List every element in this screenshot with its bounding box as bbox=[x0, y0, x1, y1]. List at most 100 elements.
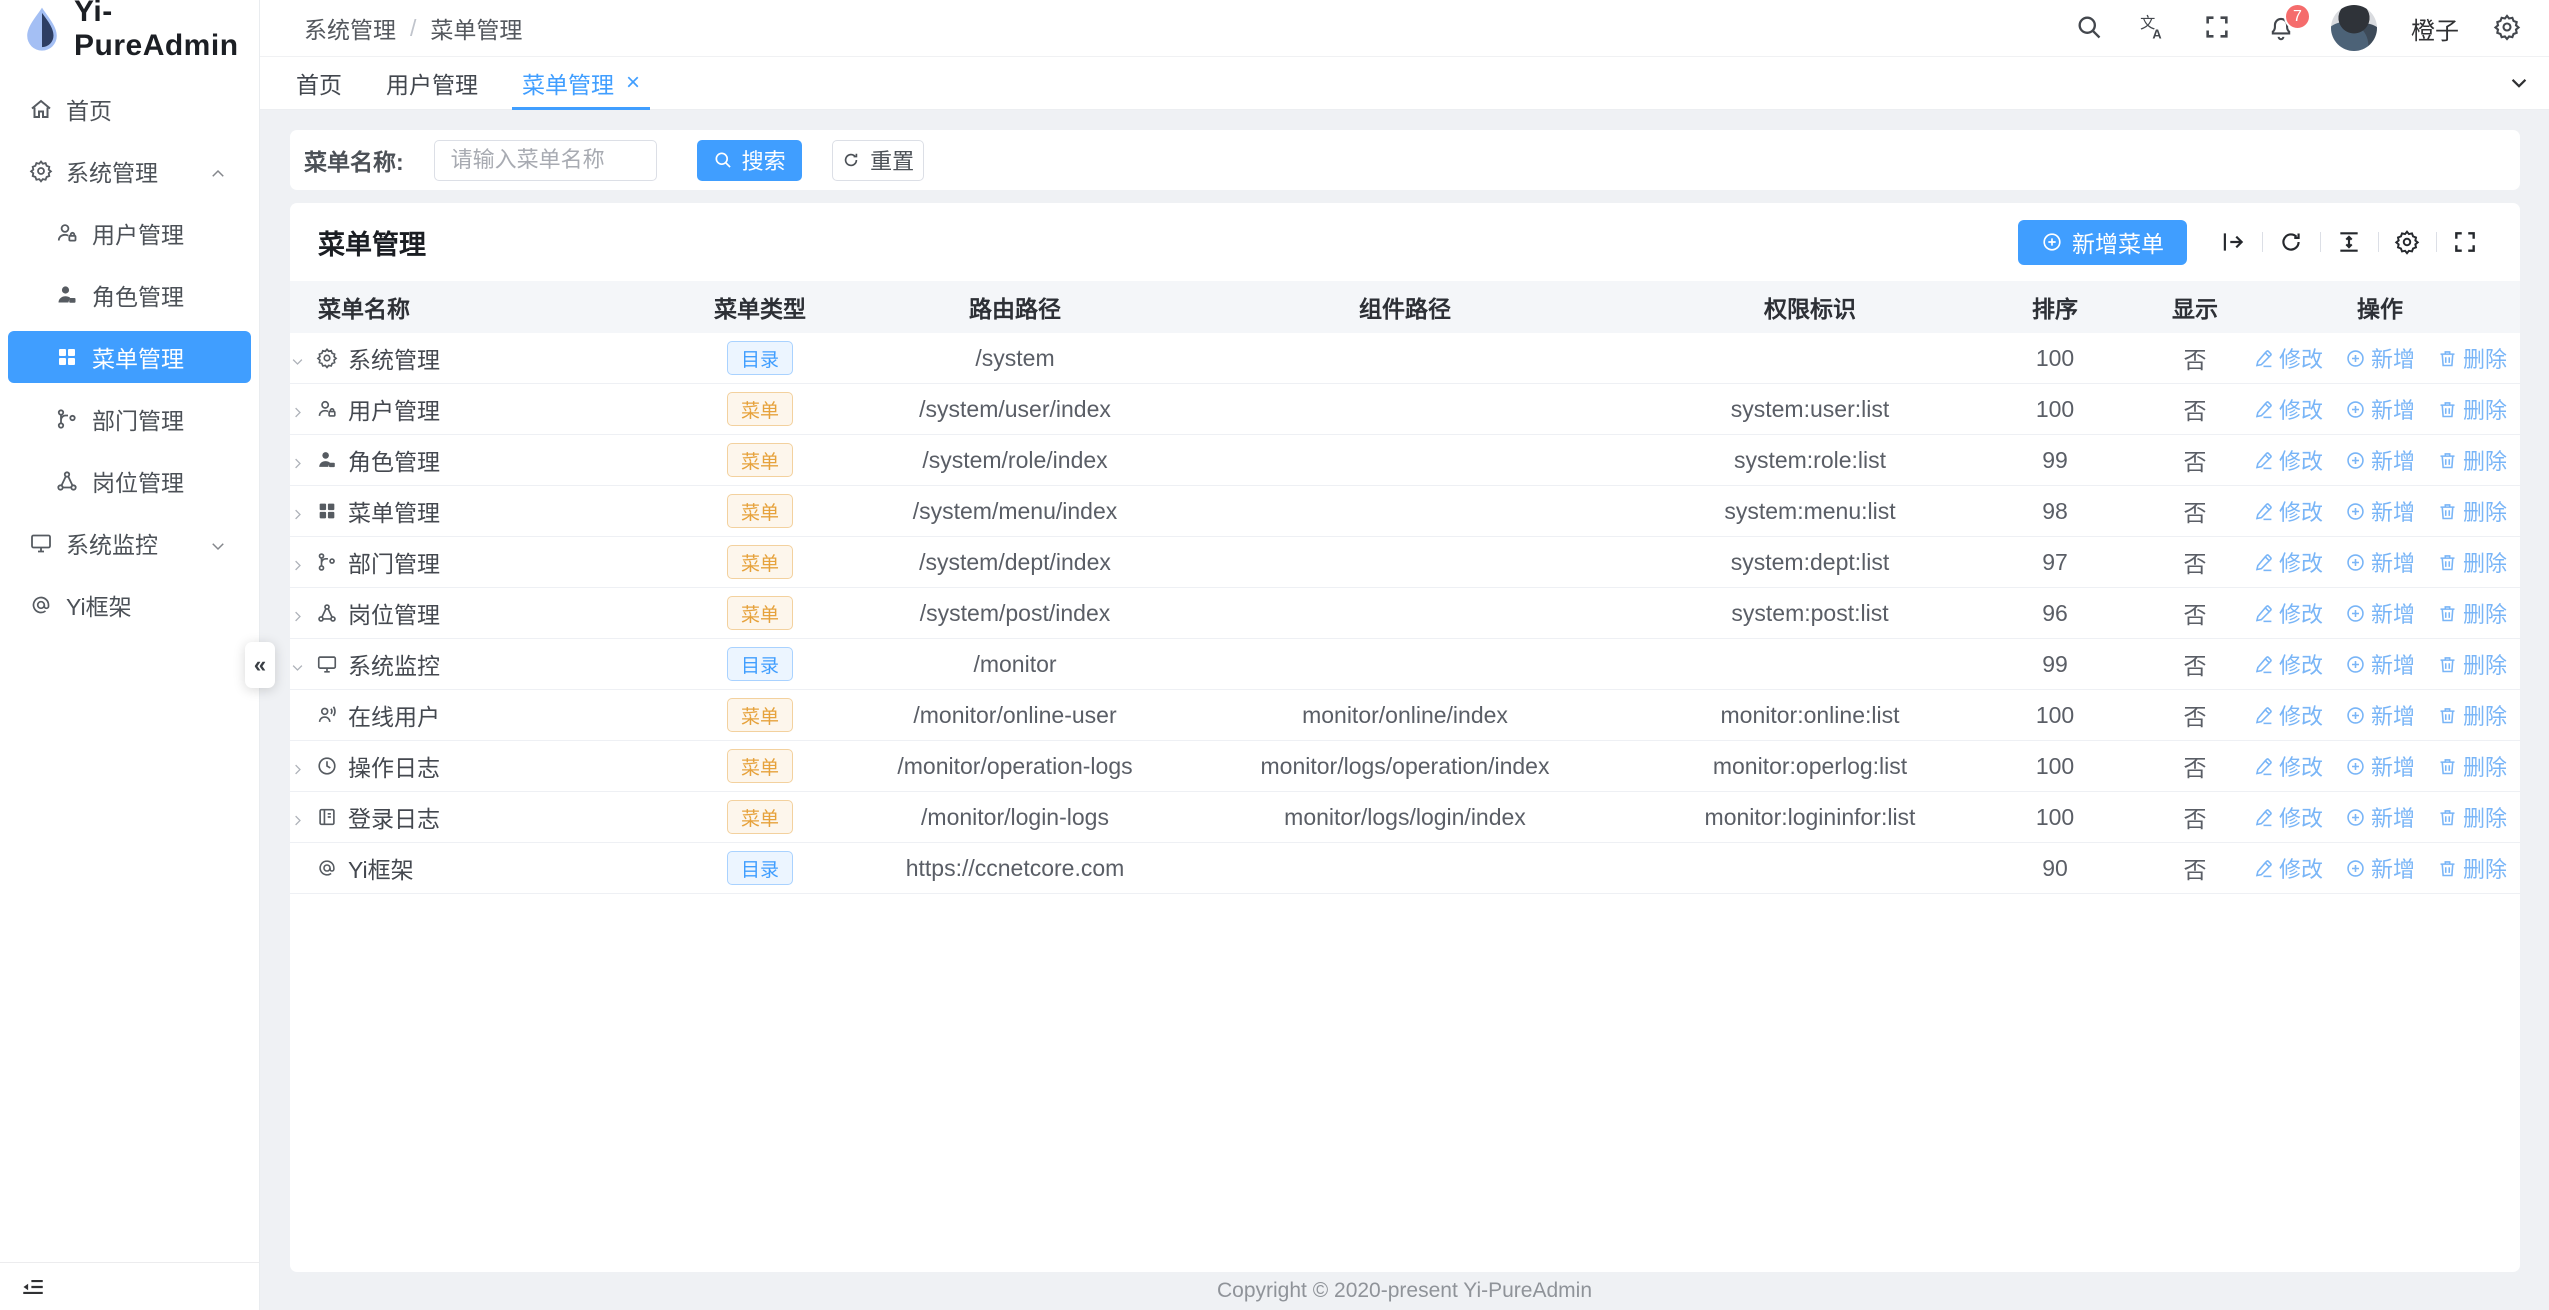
row-action-delete[interactable]: 删除 bbox=[2437, 342, 2507, 374]
refresh-icon[interactable] bbox=[2278, 229, 2305, 256]
toolbar-divider bbox=[2320, 232, 2321, 252]
row-action-delete[interactable]: 删除 bbox=[2437, 852, 2507, 884]
sidebar-item-8[interactable]: Yi框架 bbox=[8, 579, 251, 631]
row-action-edit[interactable]: 修改 bbox=[2253, 801, 2323, 833]
row-action-edit[interactable]: 修改 bbox=[2253, 393, 2323, 425]
fullscreen-icon[interactable] bbox=[2203, 13, 2233, 43]
row-action-edit[interactable]: 修改 bbox=[2253, 444, 2323, 476]
sidebar: Yi-PureAdmin 首页系统管理用户管理角色管理菜单管理部门管理岗位管理系… bbox=[0, 0, 260, 1310]
row-action-delete[interactable]: 删除 bbox=[2437, 393, 2507, 425]
avatar[interactable] bbox=[2331, 5, 2377, 51]
row-action-plus[interactable]: 新增 bbox=[2345, 393, 2415, 425]
collapse-sidebar-icon[interactable] bbox=[20, 1274, 46, 1300]
row-action-plus[interactable]: 新增 bbox=[2345, 801, 2415, 833]
row-action-delete[interactable]: 删除 bbox=[2437, 444, 2507, 476]
expand-row-icon[interactable] bbox=[290, 399, 310, 419]
row-action-plus[interactable]: 新增 bbox=[2345, 699, 2415, 731]
row-action-plus[interactable]: 新增 bbox=[2345, 852, 2415, 884]
table-fullscreen-icon[interactable] bbox=[2452, 229, 2479, 256]
menu-name-input[interactable] bbox=[433, 139, 657, 181]
delete-icon bbox=[2437, 501, 2458, 522]
row-action-edit[interactable]: 修改 bbox=[2253, 852, 2323, 884]
actions-cell: 修改 新增 删除 bbox=[2240, 801, 2520, 833]
visible-cell: 否 bbox=[2183, 551, 2207, 577]
row-action-delete[interactable]: 删除 bbox=[2437, 750, 2507, 782]
row-action-delete[interactable]: 删除 bbox=[2437, 648, 2507, 680]
sidebar-item-3[interactable]: 角色管理 bbox=[8, 269, 251, 321]
column-header: 显示 bbox=[2172, 296, 2218, 322]
menu-type-cell: 菜单 bbox=[640, 596, 880, 630]
column-header: 菜单名称 bbox=[318, 296, 410, 322]
toolbar-divider bbox=[2436, 232, 2437, 252]
expand-row-icon[interactable] bbox=[290, 603, 310, 623]
visible-cell: 否 bbox=[2183, 602, 2207, 628]
expand-row-icon[interactable] bbox=[290, 807, 310, 827]
edit-icon bbox=[2253, 399, 2274, 420]
collapse-row-icon[interactable] bbox=[290, 348, 310, 368]
row-action-plus[interactable]: 新增 bbox=[2345, 444, 2415, 476]
row-action-delete[interactable]: 删除 bbox=[2437, 546, 2507, 578]
table-card-header: 菜单管理 新增菜单 bbox=[290, 203, 2520, 281]
sort-cell: 96 bbox=[2042, 599, 2068, 626]
row-action-edit[interactable]: 修改 bbox=[2253, 495, 2323, 527]
expand-row-icon[interactable] bbox=[290, 552, 310, 572]
log-icon bbox=[315, 805, 339, 829]
row-action-plus[interactable]: 新增 bbox=[2345, 342, 2415, 374]
sidebar-item-2[interactable]: 用户管理 bbox=[8, 207, 251, 259]
sidebar-item-5[interactable]: 部门管理 bbox=[8, 393, 251, 445]
row-action-plus[interactable]: 新增 bbox=[2345, 750, 2415, 782]
reset-button[interactable]: 重置 bbox=[831, 139, 924, 181]
breadcrumb-item[interactable]: 系统管理 bbox=[304, 17, 396, 43]
settings-gear-icon[interactable] bbox=[2493, 13, 2523, 43]
row-action-edit[interactable]: 修改 bbox=[2253, 699, 2323, 731]
tabs-menu-chevron-icon[interactable] bbox=[2489, 57, 2549, 109]
row-action-delete[interactable]: 删除 bbox=[2437, 699, 2507, 731]
row-action-delete[interactable]: 删除 bbox=[2437, 597, 2507, 629]
row-action-edit[interactable]: 修改 bbox=[2253, 648, 2323, 680]
sidebar-item-6[interactable]: 岗位管理 bbox=[8, 455, 251, 507]
row-action-plus[interactable]: 新增 bbox=[2345, 597, 2415, 629]
expand-all-icon[interactable] bbox=[2220, 229, 2247, 256]
tab-2[interactable]: 菜单管理 × bbox=[512, 57, 651, 110]
row-action-plus[interactable]: 新增 bbox=[2345, 546, 2415, 578]
row-action-plus[interactable]: 新增 bbox=[2345, 648, 2415, 680]
column-header: 路由路径 bbox=[969, 296, 1061, 322]
sidebar-item-0[interactable]: 首页 bbox=[8, 83, 251, 135]
sidebar-item-4[interactable]: 菜单管理 bbox=[8, 331, 251, 383]
search-icon[interactable] bbox=[2075, 13, 2105, 43]
row-density-icon[interactable] bbox=[2336, 229, 2363, 256]
row-action-edit[interactable]: 修改 bbox=[2253, 597, 2323, 629]
row-action-edit[interactable]: 修改 bbox=[2253, 546, 2323, 578]
user-name[interactable]: 橙子 bbox=[2411, 17, 2459, 45]
expand-row-icon[interactable] bbox=[290, 756, 310, 776]
row-action-edit[interactable]: 修改 bbox=[2253, 342, 2323, 374]
sidebar-item-label: Yi框架 bbox=[66, 594, 132, 620]
column-settings-gear-icon[interactable] bbox=[2394, 229, 2421, 256]
refresh-icon bbox=[841, 150, 861, 170]
collapse-row-icon[interactable] bbox=[290, 654, 310, 674]
row-action-plus[interactable]: 新增 bbox=[2345, 495, 2415, 527]
table-row: 在线用户 菜单/monitor/online-user monitor/online… bbox=[290, 690, 2520, 741]
expand-row-icon[interactable] bbox=[290, 501, 310, 521]
tabs: 首页 用户管理 菜单管理 × bbox=[286, 57, 674, 110]
search-button[interactable]: 搜索 bbox=[696, 139, 802, 181]
tab-0[interactable]: 首页 bbox=[286, 57, 352, 109]
row-action-edit[interactable]: 修改 bbox=[2253, 750, 2323, 782]
menu-name-cell: 系统监控 bbox=[290, 647, 640, 681]
bell-icon[interactable]: 7 bbox=[2267, 3, 2311, 43]
app-logo[interactable]: Yi-PureAdmin bbox=[0, 0, 259, 62]
route-path-cell: /monitor/online-user bbox=[913, 701, 1117, 728]
close-tab-icon[interactable]: × bbox=[626, 69, 641, 96]
sidebar-item-7[interactable]: 系统监控 bbox=[8, 517, 251, 569]
expand-row-icon[interactable] bbox=[290, 450, 310, 470]
row-action-delete[interactable]: 删除 bbox=[2437, 801, 2507, 833]
add-menu-button[interactable]: 新增菜单 bbox=[2018, 219, 2187, 265]
tab-1[interactable]: 用户管理 bbox=[376, 57, 488, 109]
row-action-delete[interactable]: 删除 bbox=[2437, 495, 2507, 527]
menu-name-cell: 在线用户 bbox=[290, 698, 640, 732]
menu-type-cell: 菜单 bbox=[640, 443, 880, 477]
edit-icon bbox=[2253, 654, 2274, 675]
sidebar-collapse-handle[interactable]: « bbox=[245, 642, 275, 688]
sidebar-item-1[interactable]: 系统管理 bbox=[8, 145, 251, 197]
